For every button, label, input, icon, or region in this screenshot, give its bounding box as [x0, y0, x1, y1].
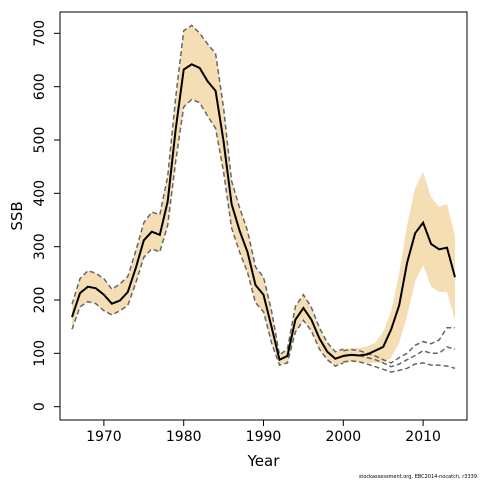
footnote: stockassessment.org, EBC2014-nocatch, r3…	[359, 474, 477, 480]
y-axis: 0 100 200 300 400 500 600 700	[32, 20, 60, 411]
y-tick-label: 100	[32, 340, 48, 367]
y-tick-label: 600	[32, 73, 48, 100]
historical-upper-bound-line	[71, 24, 344, 357]
x-tick-label: 1980	[166, 429, 202, 445]
y-tick-label: 700	[32, 20, 48, 47]
y-tick-label: 0	[32, 402, 48, 411]
y-tick-label: 200	[32, 287, 48, 314]
x-tick-label: 2000	[325, 429, 361, 445]
y-axis-title: SSB	[8, 201, 26, 230]
plot-frame	[59, 11, 468, 421]
x-axis-title: Year	[247, 452, 281, 470]
x-tick-label: 1970	[86, 429, 122, 445]
projection-dashed-line-2	[343, 346, 456, 368]
projection-dashed-lines	[343, 326, 456, 373]
projection-dashed-line-1	[343, 326, 455, 364]
confidence-band	[72, 25, 455, 367]
y-tick-label: 400	[32, 180, 48, 207]
x-tick-label: 2010	[405, 429, 441, 445]
y-tick-label: 300	[32, 233, 48, 260]
projection-dashed-line-3	[343, 360, 456, 373]
ssb-estimate-line	[71, 63, 456, 362]
historical-lower-bound-line	[71, 98, 344, 367]
y-tick-label: 500	[32, 127, 48, 154]
x-axis: 1970 1980 1990 2000 2010	[86, 420, 441, 445]
x-tick-label: 1990	[246, 429, 282, 445]
